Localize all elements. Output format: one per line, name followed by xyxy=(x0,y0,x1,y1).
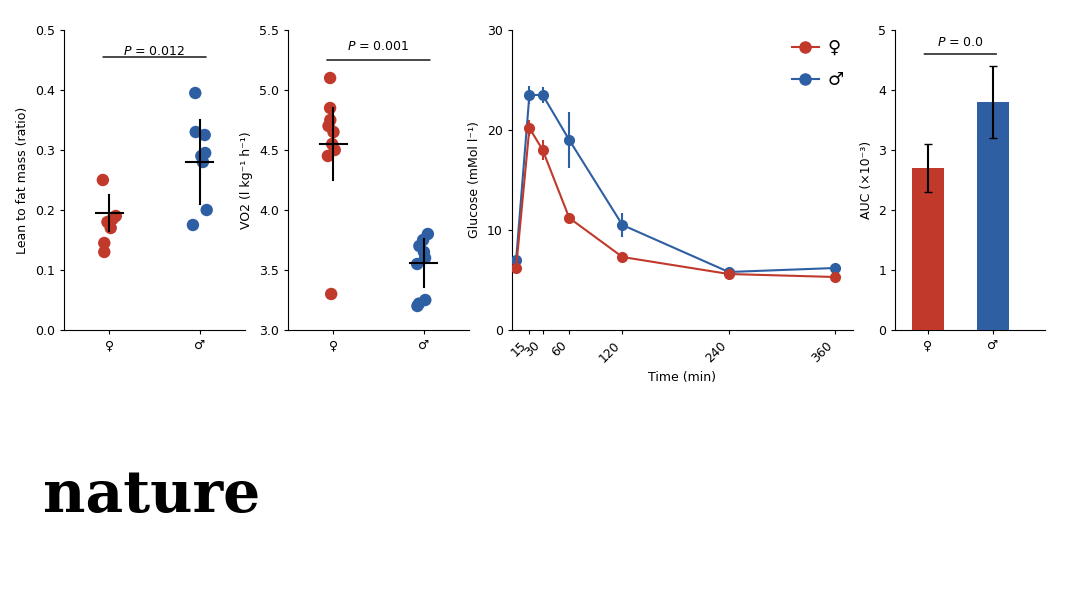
Text: $\it{P}$ = 0.0: $\it{P}$ = 0.0 xyxy=(937,36,984,49)
Text: $\it{P}$ = 0.012: $\it{P}$ = 0.012 xyxy=(124,45,185,58)
Point xyxy=(187,88,204,98)
Point xyxy=(324,139,341,149)
X-axis label: Time (min): Time (min) xyxy=(648,371,716,383)
Bar xyxy=(976,102,1010,330)
Point xyxy=(323,289,340,299)
Point xyxy=(325,127,342,137)
Point xyxy=(322,73,339,83)
Point xyxy=(196,130,213,140)
Y-axis label: VO2 (l kg⁻¹ h⁻¹): VO2 (l kg⁻¹ h⁻¹) xyxy=(240,131,254,229)
Point xyxy=(322,103,339,113)
Point xyxy=(320,121,337,131)
Point xyxy=(198,205,215,215)
Point xyxy=(415,235,432,245)
Point xyxy=(196,148,213,158)
Text: nature: nature xyxy=(43,468,260,524)
Point xyxy=(96,247,113,257)
Legend: ♀, ♂: ♀, ♂ xyxy=(792,39,844,89)
Point xyxy=(102,223,119,233)
Point xyxy=(104,214,122,224)
Point xyxy=(417,295,434,305)
Bar xyxy=(911,168,944,330)
Y-axis label: AUC (×10⁻³): AUC (×10⁻³) xyxy=(860,141,873,219)
Point xyxy=(184,220,201,230)
Y-axis label: Lean to fat mass (ratio): Lean to fat mass (ratio) xyxy=(16,106,30,254)
Point xyxy=(96,238,113,248)
Point xyxy=(417,253,434,263)
Point xyxy=(99,217,116,227)
Point xyxy=(326,145,343,155)
Point xyxy=(188,127,205,137)
Point xyxy=(322,115,339,125)
Point xyxy=(419,229,436,239)
Point xyxy=(408,259,425,269)
Point xyxy=(194,157,211,167)
Point xyxy=(416,247,433,257)
Y-axis label: Glucose (mMol l⁻¹): Glucose (mMol l⁻¹) xyxy=(468,122,481,238)
Point xyxy=(410,241,427,251)
Point xyxy=(193,151,210,161)
Text: $\it{P}$ = 0.001: $\it{P}$ = 0.001 xyxy=(348,40,409,53)
Point xyxy=(410,299,427,308)
Point xyxy=(94,175,111,185)
Point xyxy=(409,301,426,311)
Point xyxy=(320,151,337,161)
Point xyxy=(108,211,125,221)
